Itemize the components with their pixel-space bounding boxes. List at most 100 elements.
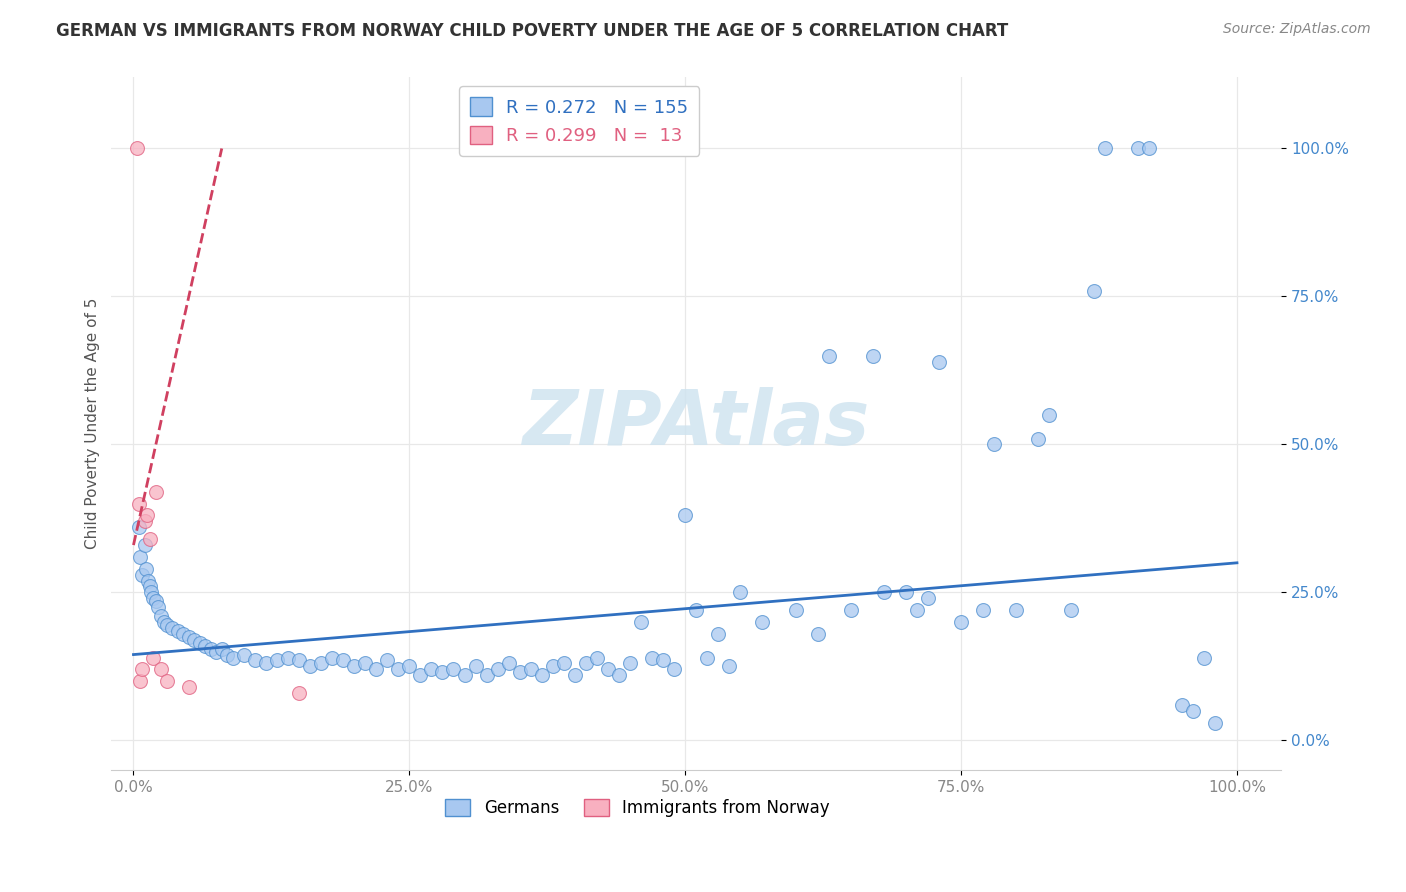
- Point: [596, 662, 619, 676]
- Point: [128, 520, 150, 534]
- Point: [1171, 698, 1194, 712]
- Point: [135, 562, 157, 576]
- Point: [730, 585, 752, 599]
- Point: [475, 668, 498, 682]
- Point: [575, 657, 598, 671]
- Point: [217, 648, 239, 662]
- Point: [222, 650, 245, 665]
- Point: [166, 624, 188, 638]
- Point: [139, 580, 162, 594]
- Point: [1137, 141, 1160, 155]
- Text: Source: ZipAtlas.com: Source: ZipAtlas.com: [1223, 22, 1371, 37]
- Point: [375, 653, 398, 667]
- Point: [486, 662, 509, 676]
- Point: [160, 621, 183, 635]
- Point: [530, 668, 553, 682]
- Point: [785, 603, 807, 617]
- Point: [129, 674, 152, 689]
- Point: [387, 662, 409, 676]
- Point: [155, 674, 177, 689]
- Point: [145, 594, 167, 608]
- Point: [135, 508, 157, 523]
- Point: [134, 538, 156, 552]
- Point: [652, 653, 675, 667]
- Point: [155, 618, 177, 632]
- Point: [288, 653, 311, 667]
- Point: [917, 591, 939, 606]
- Point: [1038, 408, 1060, 422]
- Point: [150, 662, 173, 676]
- Point: [641, 650, 664, 665]
- Point: [153, 615, 176, 629]
- Point: [673, 508, 696, 523]
- Point: [194, 639, 217, 653]
- Point: [332, 653, 354, 667]
- Text: GERMAN VS IMMIGRANTS FROM NORWAY CHILD POVERTY UNDER THE AGE OF 5 CORRELATION CH: GERMAN VS IMMIGRANTS FROM NORWAY CHILD P…: [56, 22, 1008, 40]
- Point: [125, 141, 148, 155]
- Point: [873, 585, 896, 599]
- Point: [519, 662, 541, 676]
- Point: [183, 632, 205, 647]
- Point: [131, 662, 153, 676]
- Point: [266, 653, 288, 667]
- Point: [664, 662, 686, 676]
- Point: [129, 549, 152, 564]
- Point: [309, 657, 332, 671]
- Point: [211, 641, 233, 656]
- Point: [685, 603, 707, 617]
- Point: [1083, 284, 1105, 298]
- Point: [817, 349, 839, 363]
- Point: [839, 603, 862, 617]
- Point: [541, 659, 564, 673]
- Point: [630, 615, 652, 629]
- Point: [1060, 603, 1083, 617]
- Point: [139, 532, 162, 546]
- Point: [277, 650, 299, 665]
- Point: [142, 591, 165, 606]
- Point: [862, 349, 884, 363]
- Point: [254, 657, 277, 671]
- Point: [1094, 141, 1116, 155]
- Point: [131, 567, 153, 582]
- Point: [807, 627, 830, 641]
- Y-axis label: Child Poverty Under the Age of 5: Child Poverty Under the Age of 5: [86, 298, 100, 549]
- Point: [1204, 715, 1226, 730]
- Point: [586, 650, 609, 665]
- Point: [1028, 432, 1050, 446]
- Point: [205, 645, 228, 659]
- Point: [343, 659, 366, 673]
- Point: [172, 627, 194, 641]
- Point: [564, 668, 586, 682]
- Point: [177, 680, 200, 694]
- Point: [398, 659, 420, 673]
- Point: [983, 437, 1005, 451]
- Point: [1181, 704, 1204, 718]
- Point: [1192, 650, 1215, 665]
- Point: [146, 600, 169, 615]
- Point: [905, 603, 928, 617]
- Point: [432, 665, 454, 680]
- Point: [498, 657, 520, 671]
- Point: [232, 648, 254, 662]
- Point: [136, 574, 159, 588]
- Point: [243, 653, 266, 667]
- Point: [366, 662, 388, 676]
- Point: [443, 662, 465, 676]
- Point: [1005, 603, 1028, 617]
- Point: [188, 636, 211, 650]
- Point: [950, 615, 973, 629]
- Point: [288, 686, 311, 700]
- Point: [354, 657, 377, 671]
- Point: [321, 650, 343, 665]
- Point: [607, 668, 630, 682]
- Legend: Germans, Immigrants from Norway: Germans, Immigrants from Norway: [439, 792, 837, 824]
- Point: [409, 668, 432, 682]
- Point: [972, 603, 994, 617]
- Point: [509, 665, 531, 680]
- Point: [150, 609, 173, 624]
- Point: [142, 650, 165, 665]
- Point: [139, 585, 162, 599]
- Point: [696, 650, 718, 665]
- Point: [200, 641, 222, 656]
- Point: [619, 657, 641, 671]
